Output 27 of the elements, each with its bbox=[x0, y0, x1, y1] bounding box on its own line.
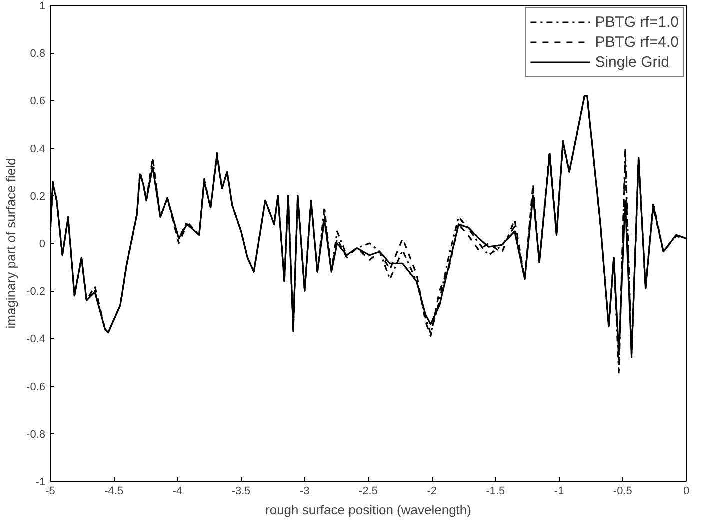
legend-label: Single Grid bbox=[595, 54, 670, 70]
y-tick-label: 1 bbox=[39, 0, 46, 12]
y-tick-label: -1 bbox=[36, 476, 46, 488]
y-tick-label: -0.4 bbox=[26, 334, 46, 346]
x-tick-label: -1.5 bbox=[486, 486, 506, 498]
y-tick-label: 0.4 bbox=[30, 143, 46, 156]
x-tick-label: -2 bbox=[427, 486, 437, 498]
y-tick-label: -0.2 bbox=[26, 286, 46, 298]
x-tick-label: -4.5 bbox=[104, 486, 124, 498]
x-axis-title: rough surface position (wavelength) bbox=[266, 502, 472, 518]
x-tick-label: 0 bbox=[683, 486, 690, 498]
legend-label: PBTG rf=4.0 bbox=[595, 34, 679, 50]
legend-label: PBTG rf=1.0 bbox=[595, 14, 679, 30]
x-tick-label: -4 bbox=[172, 486, 183, 498]
x-tick-label: -0.5 bbox=[613, 486, 632, 498]
x-tick-label: -5 bbox=[46, 486, 56, 498]
y-tick-label: 0.6 bbox=[30, 96, 46, 108]
y-tick-label: -0.8 bbox=[26, 428, 46, 441]
x-tick-label: -1 bbox=[554, 486, 564, 498]
x-tick-label: -3 bbox=[300, 486, 310, 498]
y-tick-label: 0.2 bbox=[30, 190, 46, 203]
y-tick-label: 0.8 bbox=[30, 48, 46, 60]
y-axis-title: imaginary part of surface field bbox=[4, 158, 19, 329]
y-tick-label: 0 bbox=[39, 238, 46, 250]
y-tick-label: -0.6 bbox=[26, 381, 46, 394]
x-tick-label: -3.5 bbox=[232, 486, 251, 498]
x-tick-label: -2.5 bbox=[359, 486, 378, 498]
